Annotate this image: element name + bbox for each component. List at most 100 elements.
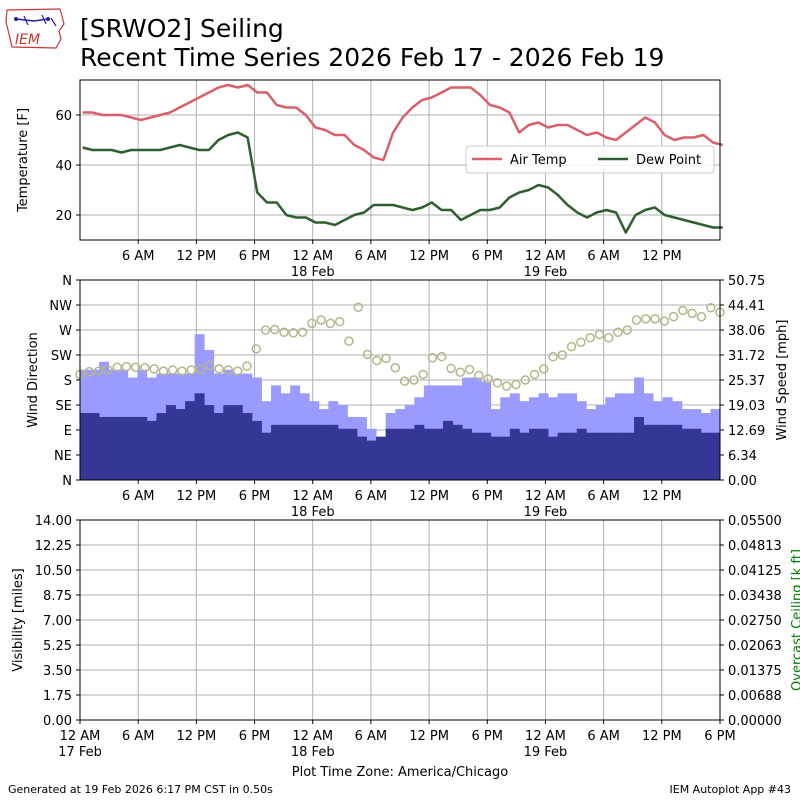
wind-speed-bar bbox=[366, 440, 377, 480]
ceiling-tick-label: 0.02750 bbox=[728, 614, 782, 629]
wind-speed-bar bbox=[127, 416, 138, 480]
x-tick-label: 6 PM bbox=[239, 249, 270, 264]
wind-speed-bar bbox=[471, 432, 482, 480]
direction-tick-label: N bbox=[62, 274, 72, 289]
wind-direction-marker bbox=[511, 379, 521, 390]
wind-direction-marker bbox=[270, 324, 280, 335]
wind-gust-bar bbox=[481, 381, 492, 480]
speed-tick-label: 12.69 bbox=[728, 424, 765, 439]
x-tick-date-label: 19 Feb bbox=[524, 505, 568, 520]
wind-direction-marker bbox=[585, 333, 595, 343]
wind-direction-marker bbox=[177, 366, 187, 376]
axes-frame bbox=[79, 79, 721, 241]
x-tick-label: 6 PM bbox=[239, 489, 270, 504]
wind-speed-bar bbox=[528, 428, 539, 480]
wind-speed-bar bbox=[567, 432, 578, 480]
wind-speed-bar bbox=[261, 432, 272, 480]
x-tick-date-label: 18 Feb bbox=[291, 505, 335, 520]
wind-speed-bar bbox=[586, 432, 597, 480]
wind-direction-marker bbox=[705, 303, 716, 313]
x-tick-label: 12 AM bbox=[292, 249, 333, 264]
wind-direction-marker bbox=[353, 302, 364, 312]
direction-tick-label: E bbox=[64, 424, 72, 439]
x-tick-label: 12 PM bbox=[642, 249, 682, 264]
wind-speed-bar bbox=[662, 424, 673, 480]
x-tick-label: 6 AM bbox=[122, 489, 155, 504]
ceiling-tick-label: 0.00000 bbox=[728, 714, 782, 729]
x-tick-date-label: 19 Feb bbox=[524, 265, 568, 280]
wind-speed-bar bbox=[251, 420, 262, 480]
x-tick-label: 12 PM bbox=[409, 249, 449, 264]
wind-direction-marker bbox=[112, 362, 122, 372]
ceiling-axis-label: Overcast Ceiling [k ft] bbox=[790, 549, 800, 691]
visibility-tick-label: 12.25 bbox=[35, 539, 72, 554]
wind-speed-bar bbox=[185, 401, 196, 480]
wind-direction-marker bbox=[650, 314, 660, 324]
speed-tick-label: 50.75 bbox=[728, 274, 765, 289]
wind-direction-marker bbox=[325, 318, 336, 329]
visibility-tick-label: 10.50 bbox=[35, 564, 72, 579]
x-tick-label: 6 AM bbox=[122, 729, 155, 744]
wind-direction-marker bbox=[474, 370, 484, 381]
visibility-tick-label: 8.75 bbox=[43, 589, 72, 604]
wind-speed-bar bbox=[509, 428, 520, 480]
wind-speed-bar bbox=[108, 416, 119, 480]
logo-text: IEM bbox=[15, 32, 40, 48]
wind-direction-marker bbox=[288, 328, 299, 338]
visibility-axis-label: Visibility [miles] bbox=[11, 568, 26, 671]
x-tick-label: 6 AM bbox=[355, 249, 388, 264]
x-tick-label: 6 AM bbox=[587, 489, 620, 504]
wind-direction-marker bbox=[455, 367, 466, 377]
ceiling-tick-label: 0.05500 bbox=[728, 514, 782, 529]
visibility-tick-label: 5.25 bbox=[43, 639, 72, 654]
x-axis-label: Plot Time Zone: America/Chicago bbox=[292, 765, 508, 780]
wind-speed-bar bbox=[194, 393, 205, 480]
axes-frame bbox=[79, 279, 721, 481]
wind-speed-bar bbox=[347, 428, 358, 480]
wind-direction-marker bbox=[205, 360, 215, 371]
ceiling-tick-label: 0.01375 bbox=[728, 664, 782, 679]
wind-direction-marker bbox=[446, 363, 456, 374]
chart-title-period: Recent Time Series 2026 Feb 17 - 2026 Fe… bbox=[80, 43, 665, 72]
wind-direction-marker bbox=[418, 369, 428, 380]
wind-direction-marker bbox=[140, 363, 150, 373]
x-tick-label: 6 AM bbox=[587, 729, 620, 744]
direction-tick-label: SE bbox=[56, 399, 72, 414]
wind-speed-bar bbox=[653, 424, 664, 480]
wind-speed-bar bbox=[700, 432, 711, 480]
wind-speed-bar bbox=[242, 413, 253, 480]
speed-tick-label: 6.34 bbox=[728, 449, 757, 464]
wind-direction-marker bbox=[557, 350, 568, 360]
wind-direction-marker bbox=[168, 365, 178, 375]
iowa-state-outline-icon: IEM bbox=[5, 8, 65, 49]
wind-speed-bar bbox=[165, 405, 176, 480]
wind-direction-marker bbox=[344, 336, 354, 346]
wind-direction-marker bbox=[529, 369, 540, 380]
wind-gust-bar bbox=[471, 377, 482, 480]
y-tick-label: 20 bbox=[55, 209, 72, 224]
x-tick-label: 6 PM bbox=[704, 729, 735, 744]
wind-direction-marker bbox=[520, 375, 530, 385]
wind-speed-bar bbox=[357, 436, 367, 480]
speed-tick-label: 38.06 bbox=[728, 324, 765, 339]
wind-direction-marker bbox=[566, 341, 577, 352]
wind-direction-marker bbox=[186, 365, 197, 375]
x-tick-date-label: 17 Feb bbox=[58, 745, 102, 760]
x-tick-date-label: 18 Feb bbox=[291, 265, 335, 280]
wind-direction-marker bbox=[390, 363, 401, 373]
wind-speed-bar bbox=[146, 420, 157, 480]
wind-speed-bar bbox=[404, 428, 415, 480]
wind-speed-bar bbox=[519, 432, 530, 480]
x-tick-label: 12 PM bbox=[176, 489, 216, 504]
wind-direction-marker bbox=[483, 374, 493, 384]
wind-speed-bar bbox=[643, 424, 654, 480]
wind-direction-marker bbox=[307, 318, 317, 329]
wind-direction-marker bbox=[316, 315, 326, 325]
x-tick-date-label: 18 Feb bbox=[291, 745, 335, 760]
x-tick-label: 12 PM bbox=[409, 729, 449, 744]
wind-direction-marker bbox=[548, 351, 558, 362]
wind-speed-bar bbox=[548, 436, 559, 480]
ceiling-tick-label: 0.04813 bbox=[728, 539, 782, 554]
wind-speed-bar bbox=[137, 416, 148, 480]
